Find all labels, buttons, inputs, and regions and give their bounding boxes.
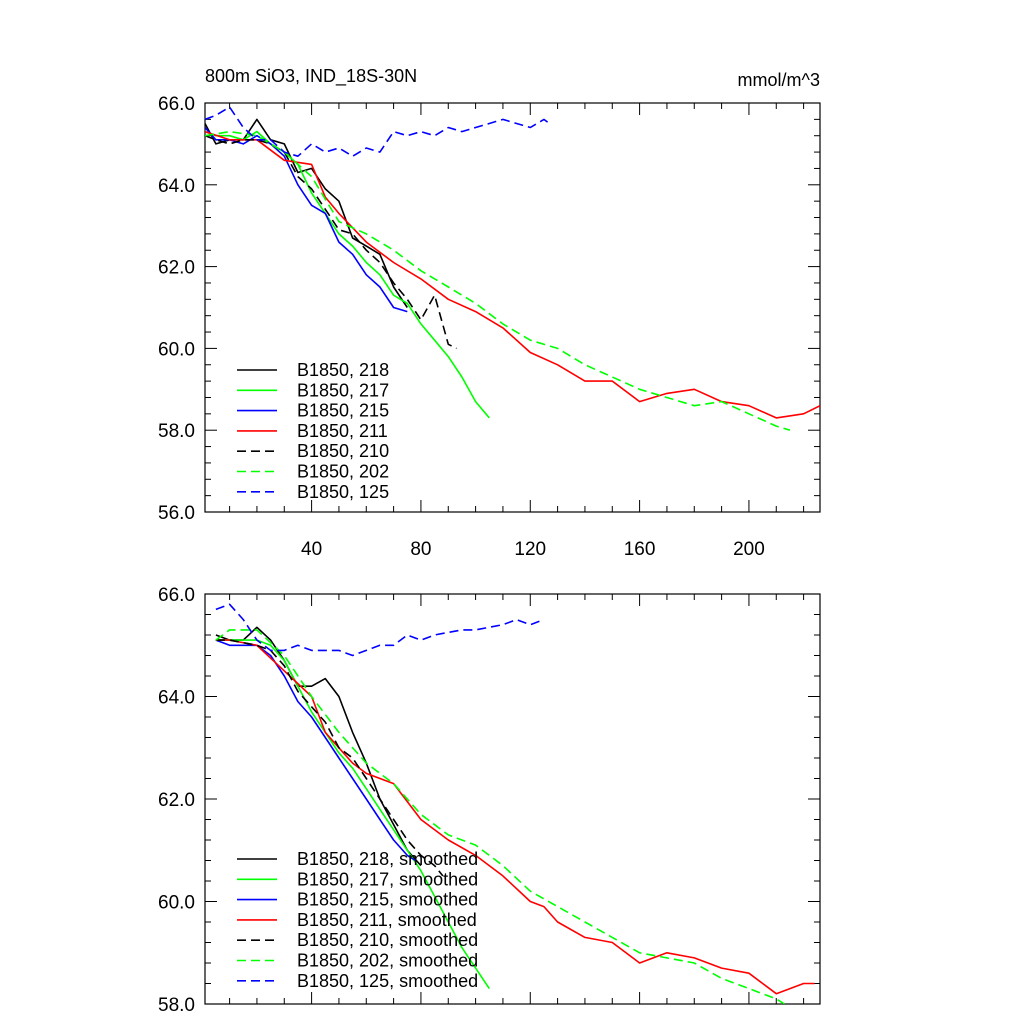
y-tick-label: 56.0 [158,503,195,524]
series-line-6 [205,130,791,431]
y-tick-label: 64.0 [158,688,195,709]
y-tick-label: 66.0 [158,94,195,115]
legend-label: B1850, 211 [297,421,388,441]
legend-label: B1850, 211, smoothed [297,910,477,930]
series-line-2 [215,639,490,990]
legend-label: B1850, 215 [297,401,389,421]
y-tick-label: 64.0 [158,176,195,197]
series-line-3 [215,639,416,862]
legend-label: B1850, 218, smoothed [297,849,478,869]
legend-label: B1850, 210 [297,441,389,461]
legend-label: B1850, 210, smoothed [297,930,478,950]
legend-label: B1850, 125, smoothed [297,971,478,991]
y-tick-label: 58.0 [158,995,195,1016]
series-line-7 [205,106,550,157]
plot-frame [204,102,821,513]
legend-label: B1850, 202, smoothed [297,951,478,971]
y-tick-label: 62.0 [158,258,195,279]
y-tick-label: 60.0 [158,339,195,360]
series-line-7 [215,603,545,657]
series-line-5 [215,639,444,877]
units-label: mmol/m^3 [738,70,820,90]
y-tick-label: 60.0 [158,893,195,914]
x-tick-label: 80 [410,539,431,560]
series-line-2 [205,130,490,419]
legend-label: B1850, 125 [297,482,389,502]
chart-title: 800m SiO3, IND_18S-30N [205,66,417,87]
y-tick-label: 62.0 [158,790,195,811]
x-tick-label: 40 [301,539,322,560]
x-tick-label: 160 [624,539,656,560]
legend-label: B1850, 217 [297,380,389,400]
series-line-1 [215,626,422,867]
x-tick-label: 120 [514,539,546,560]
y-tick-label: 58.0 [158,421,195,442]
legend-label: B1850, 218 [297,360,389,380]
bottom-panel: 58.0 60.0 62.0 64.0 66.0 B1850, 218, smoothed… [158,585,821,1016]
series-group [205,106,820,431]
legend-label: B1850, 202 [297,462,389,482]
series-line-5 [205,134,457,350]
x-tick-label: 200 [733,539,765,560]
y-tick-label: 66.0 [158,585,195,606]
series-line-4 [215,639,815,995]
legend-label: B1850, 215, smoothed [297,890,478,910]
series-line-6 [215,629,785,1004]
legend-label: B1850, 217, smoothed [297,869,478,889]
series-group [215,603,815,1004]
top-panel: 56.0 58.0 60.0 62.0 64.0 66.0 40 80 120 160 200 B18… [158,94,821,560]
